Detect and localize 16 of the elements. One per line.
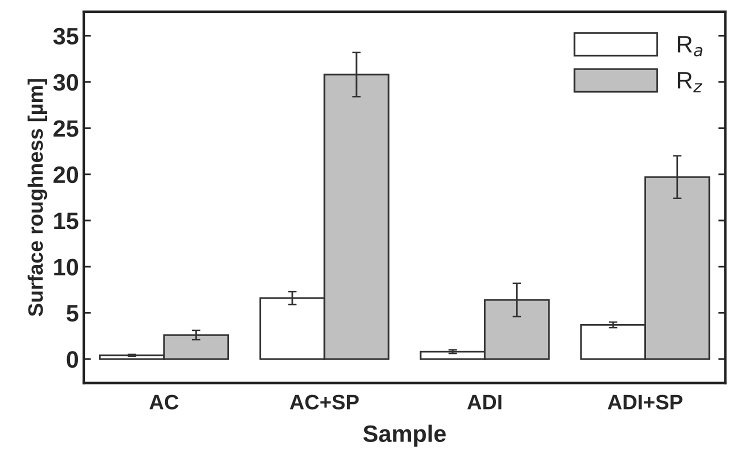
y-tick-label: 35 [53, 28, 78, 45]
x-tick-label: ADI [467, 394, 502, 410]
y-tick-label: 25 [54, 120, 78, 137]
y-tick-label: 5 [66, 305, 78, 322]
y-tick-label: 10 [54, 258, 78, 276]
x-tick-label: ADI+SP [608, 394, 682, 410]
y-tick-label: 20 [54, 166, 78, 184]
x-tick-label: AC+SP [290, 394, 359, 410]
x-tick-label: AC [149, 394, 178, 410]
x-axis-title: Sample [363, 424, 446, 447]
legend-label: R$_{a}$ [678, 36, 702, 56]
y-tick-label: 0 [66, 351, 78, 368]
legend-label: R$_{z}$ [678, 72, 702, 92]
y-tick-label: 15 [54, 212, 78, 230]
y-axis-title: Surface roughness [µm] [28, 79, 48, 316]
y-tick-label: 30 [53, 74, 78, 91]
